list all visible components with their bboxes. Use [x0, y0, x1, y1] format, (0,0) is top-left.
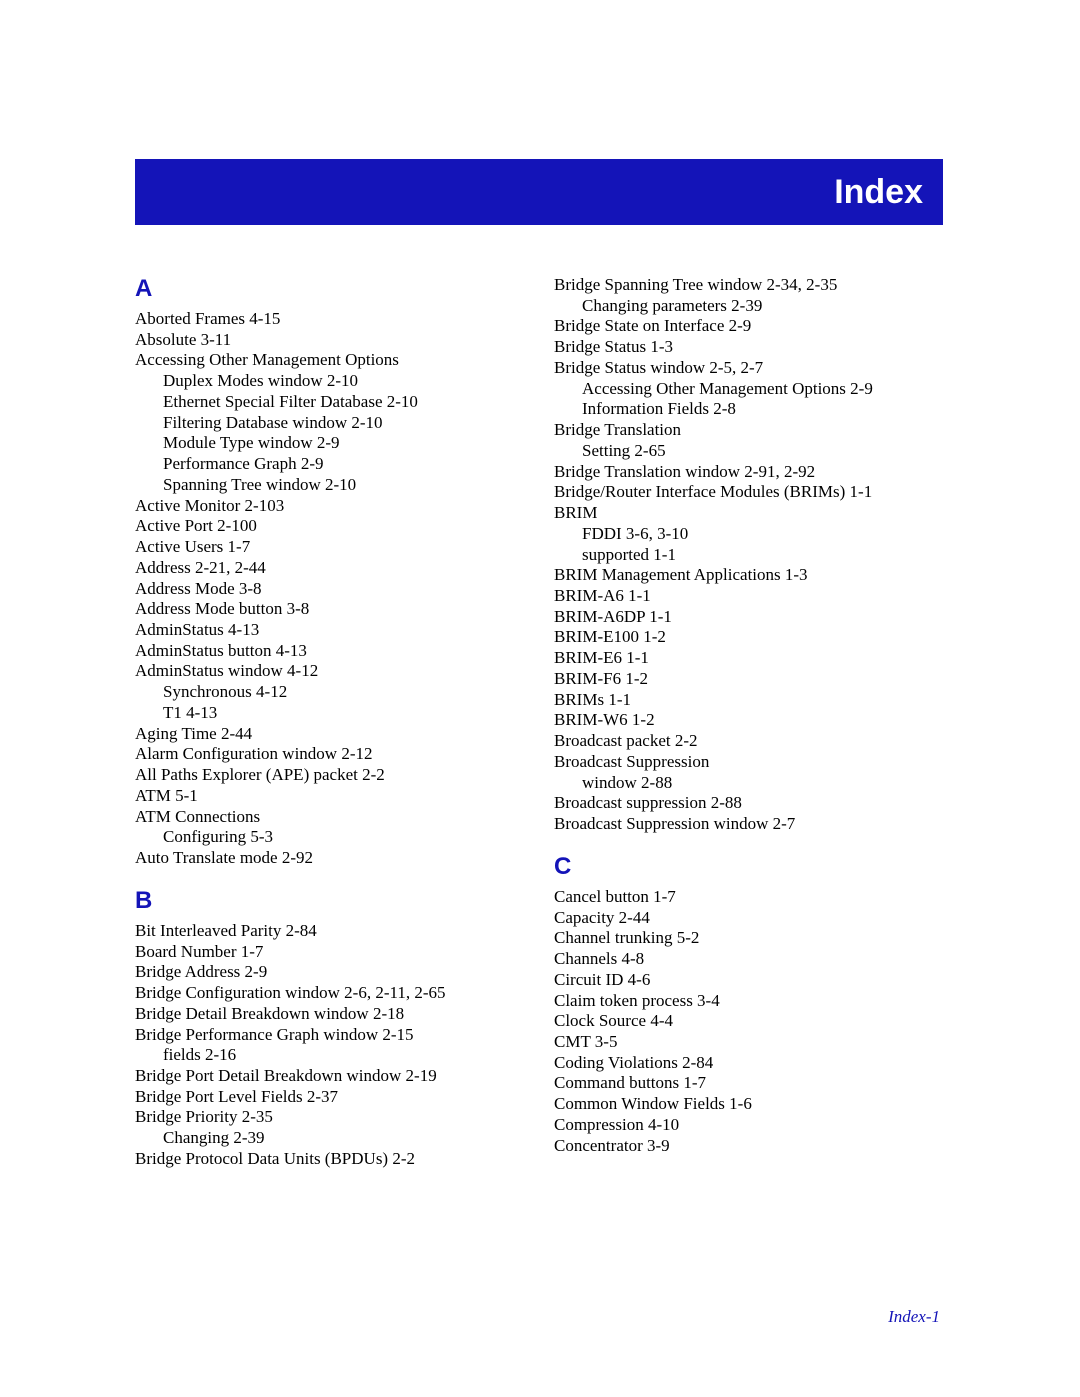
index-entry: Clock Source 4-4	[554, 1011, 943, 1032]
index-entry: Channel trunking 5-2	[554, 928, 943, 949]
index-entry: Channels 4-8	[554, 949, 943, 970]
index-subentry: supported 1-1	[554, 545, 943, 566]
index-entry: Broadcast Suppression	[554, 752, 943, 773]
index-entry: BRIM-A6 1-1	[554, 586, 943, 607]
index-entry: Broadcast Suppression window 2-7	[554, 814, 943, 835]
index-entry: Auto Translate mode 2-92	[135, 848, 524, 869]
index-subentry: Information Fields 2-8	[554, 399, 943, 420]
index-subentry: Module Type window 2-9	[135, 433, 524, 454]
index-entry: Bridge Status 1-3	[554, 337, 943, 358]
right-column: Bridge Spanning Tree window 2-34, 2-35 C…	[554, 275, 943, 1170]
index-entry: Bridge Detail Breakdown window 2-18	[135, 1004, 524, 1025]
index-entry: Bridge Address 2-9	[135, 962, 524, 983]
index-entry: CMT 3-5	[554, 1032, 943, 1053]
index-content: A Aborted Frames 4-15 Absolute 3-11 Acce…	[135, 275, 943, 1170]
index-entry: Circuit ID 4-6	[554, 970, 943, 991]
left-column: A Aborted Frames 4-15 Absolute 3-11 Acce…	[135, 275, 524, 1170]
index-entry: Bridge Configuration window 2-6, 2-11, 2…	[135, 983, 524, 1004]
index-entry: BRIM Management Applications 1-3	[554, 565, 943, 586]
index-entry: BRIM-W6 1-2	[554, 710, 943, 731]
index-entry: Absolute 3-11	[135, 330, 524, 351]
header-band: Index	[135, 159, 943, 225]
index-subentry: Filtering Database window 2-10	[135, 413, 524, 434]
index-entry: Bridge State on Interface 2-9	[554, 316, 943, 337]
index-entry: Concentrator 3-9	[554, 1136, 943, 1157]
section-letter-c: C	[554, 853, 943, 881]
index-subentry: Duplex Modes window 2-10	[135, 371, 524, 392]
index-entry: Address Mode button 3-8	[135, 599, 524, 620]
index-entry: ATM Connections	[135, 807, 524, 828]
index-subentry: Accessing Other Management Options 2-9	[554, 379, 943, 400]
index-entry: Bridge/Router Interface Modules (BRIMs) …	[554, 482, 943, 503]
index-entry: Broadcast packet 2-2	[554, 731, 943, 752]
index-entry: Board Number 1-7	[135, 942, 524, 963]
index-entry: BRIM-F6 1-2	[554, 669, 943, 690]
index-entry: Bridge Translation	[554, 420, 943, 441]
index-entry: Coding Violations 2-84	[554, 1053, 943, 1074]
index-entry: Compression 4-10	[554, 1115, 943, 1136]
index-entry: Active Users 1-7	[135, 537, 524, 558]
index-subentry: Setting 2-65	[554, 441, 943, 462]
index-entry: Aging Time 2-44	[135, 724, 524, 745]
index-entry: Bridge Port Detail Breakdown window 2-19	[135, 1066, 524, 1087]
section-letter-a: A	[135, 275, 524, 303]
index-subentry: Synchronous 4-12	[135, 682, 524, 703]
index-entry: Bridge Priority 2-35	[135, 1107, 524, 1128]
index-subentry: Ethernet Special Filter Database 2-10	[135, 392, 524, 413]
index-entry: Active Port 2-100	[135, 516, 524, 537]
index-entry: Claim token process 3-4	[554, 991, 943, 1012]
index-entry: Bridge Translation window 2-91, 2-92	[554, 462, 943, 483]
index-subentry: FDDI 3-6, 3-10	[554, 524, 943, 545]
index-subentry: window 2-88	[554, 773, 943, 794]
index-entry: Bridge Spanning Tree window 2-34, 2-35	[554, 275, 943, 296]
index-entry: Capacity 2-44	[554, 908, 943, 929]
index-entry: AdminStatus 4-13	[135, 620, 524, 641]
index-entry: Accessing Other Management Options	[135, 350, 524, 371]
section-letter-b: B	[135, 887, 524, 915]
index-entry: BRIMs 1-1	[554, 690, 943, 711]
index-entry: Address 2-21, 2-44	[135, 558, 524, 579]
index-entry: Aborted Frames 4-15	[135, 309, 524, 330]
index-entry: Bridge Protocol Data Units (BPDUs) 2-2	[135, 1149, 524, 1170]
index-subentry: T1 4-13	[135, 703, 524, 724]
index-entry: Bridge Port Level Fields 2-37	[135, 1087, 524, 1108]
index-entry: Broadcast suppression 2-88	[554, 793, 943, 814]
index-entry: All Paths Explorer (APE) packet 2-2	[135, 765, 524, 786]
page-title: Index	[834, 173, 923, 212]
index-entry: Common Window Fields 1-6	[554, 1094, 943, 1115]
index-entry: BRIM	[554, 503, 943, 524]
index-entry: Alarm Configuration window 2-12	[135, 744, 524, 765]
index-entry: Command buttons 1-7	[554, 1073, 943, 1094]
index-entry: Cancel button 1-7	[554, 887, 943, 908]
index-subentry: Changing parameters 2-39	[554, 296, 943, 317]
index-entry: Address Mode 3-8	[135, 579, 524, 600]
index-entry: BRIM-A6DP 1-1	[554, 607, 943, 628]
index-entry: Active Monitor 2-103	[135, 496, 524, 517]
index-entry: Bridge Status window 2-5, 2-7	[554, 358, 943, 379]
index-subentry: Performance Graph 2-9	[135, 454, 524, 475]
index-subentry: Changing 2-39	[135, 1128, 524, 1149]
index-entry: BRIM-E6 1-1	[554, 648, 943, 669]
index-entry: ATM 5-1	[135, 786, 524, 807]
index-subentry: Configuring 5-3	[135, 827, 524, 848]
index-entry: AdminStatus button 4-13	[135, 641, 524, 662]
index-entry: Bridge Performance Graph window 2-15	[135, 1025, 524, 1046]
index-entry: Bit Interleaved Parity 2-84	[135, 921, 524, 942]
index-subentry: Spanning Tree window 2-10	[135, 475, 524, 496]
index-subentry: fields 2-16	[135, 1045, 524, 1066]
index-entry: AdminStatus window 4-12	[135, 661, 524, 682]
page-footer: Index-1	[888, 1307, 940, 1327]
index-entry: BRIM-E100 1-2	[554, 627, 943, 648]
